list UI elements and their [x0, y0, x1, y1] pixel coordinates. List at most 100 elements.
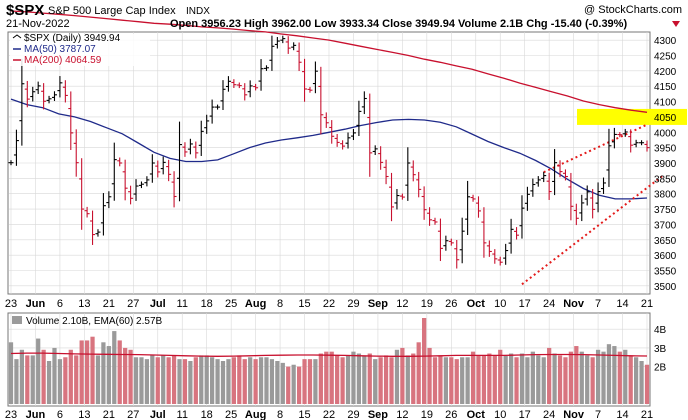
ohlc-bar: [590, 188, 596, 219]
volume-bar: [623, 349, 628, 404]
price-tick-label: 3800: [654, 190, 677, 201]
volume-bar: [25, 355, 30, 404]
volume-time-tick-label: Aug: [245, 409, 266, 420]
time-tick-label: Aug: [245, 298, 266, 310]
ohlc-bar: [51, 91, 57, 101]
ohlc-bar: [622, 128, 628, 137]
volume-time-tick-label: 21: [103, 409, 115, 420]
volume-bar: [155, 357, 160, 404]
time-tick-label: 7: [595, 298, 601, 310]
time-tick-label: Sep: [368, 298, 388, 310]
ohlc-legend-icon: [12, 34, 22, 39]
volume-bar: [536, 355, 541, 404]
ohlc-bar: [171, 171, 177, 208]
ohlc-bar: [443, 235, 449, 251]
volume-bar: [476, 355, 481, 404]
volume-bar: [253, 359, 258, 404]
volume-bar: [313, 359, 318, 404]
volume-bar: [199, 355, 204, 404]
ohlc-bar: [84, 206, 90, 218]
time-tick-label: Oct: [467, 298, 486, 310]
time-tick-label: Nov: [563, 298, 585, 310]
ohlc-bar: [454, 239, 460, 269]
volume-bar: [237, 355, 242, 404]
volume-time-tick-label: 19: [421, 409, 433, 420]
volume-bar: [302, 359, 307, 404]
ohlc-bar: [46, 95, 52, 104]
ohlc-bar: [95, 229, 101, 237]
volume-bar: [422, 318, 427, 404]
volume-bar: [177, 359, 182, 404]
volume-bar: [405, 355, 410, 404]
time-tick-label: 13: [78, 298, 90, 310]
volume-bar: [595, 349, 601, 404]
legend-ma200: MA(200) 4064.59: [24, 55, 102, 66]
volume-bar: [193, 357, 198, 404]
ohlc-bar: [475, 196, 481, 218]
volume-bar: [438, 355, 443, 404]
time-tick-label: 24: [543, 298, 555, 310]
time-tick-label: 21: [103, 298, 115, 310]
ohlc-bar: [100, 193, 106, 236]
ohlc-bar: [182, 142, 188, 157]
time-tick-label: 14: [616, 298, 628, 310]
volume-bar: [204, 355, 209, 404]
ohlc-bar: [62, 80, 68, 103]
ohlc-bar: [312, 61, 318, 94]
volume-bar: [95, 355, 101, 404]
volume-bar: [367, 353, 372, 404]
ohlc-bar: [334, 134, 340, 147]
volume-bar: [335, 355, 340, 404]
volume-bar: [133, 357, 139, 404]
ohlc-bar: [329, 120, 335, 144]
ohlc-bar: [285, 36, 291, 54]
volume-bar: [389, 357, 394, 404]
volume-bar: [432, 357, 438, 404]
volume-bar: [19, 349, 24, 404]
ohlc-bar: [57, 76, 63, 98]
time-tick-label: 17: [519, 298, 531, 310]
volume-bar: [400, 347, 405, 404]
ohlc-bar: [644, 140, 650, 152]
ohlc-bar: [340, 140, 346, 150]
ohlc-bar: [486, 240, 492, 257]
ohlc-bar: [481, 207, 487, 258]
ohlc-bar: [35, 81, 41, 94]
ohlc-bar: [541, 171, 547, 183]
time-tick-label: 26: [445, 298, 457, 310]
ohlc-bar: [568, 172, 574, 221]
price-tick-label: 3850: [654, 174, 677, 185]
ohlc-bar: [611, 127, 617, 149]
volume-bar: [525, 357, 530, 404]
ohlc-bar: [302, 58, 308, 102]
volume-bar: [84, 340, 90, 404]
ohlc-bar: [269, 35, 275, 71]
upper-trendline: [543, 123, 648, 174]
ohlc-bar: [41, 83, 47, 110]
time-tick-label: 10: [494, 298, 506, 310]
volume-time-tick-label: 14: [616, 409, 628, 420]
ohlc-bar: [492, 249, 498, 264]
ohlc-bar: [79, 158, 85, 230]
price-tick-label: 3900: [654, 159, 677, 170]
volume-bar: [519, 353, 525, 404]
ohlc-summary: Open 3956.23 High 3962.00 Low 3933.34 Cl…: [170, 18, 627, 30]
volume-bar: [628, 355, 633, 404]
ohlc-bar: [296, 42, 302, 72]
ohlc-bar: [584, 185, 590, 206]
volume-bar: [383, 355, 389, 404]
price-tick-label: 3600: [654, 251, 677, 262]
ohlc-bar: [19, 58, 25, 146]
ohlc-bar: [106, 191, 112, 209]
ohlc-bar: [144, 176, 150, 187]
volume-bar: [166, 357, 171, 404]
time-tick-label: 19: [421, 298, 433, 310]
volume-bar: [563, 357, 568, 404]
symbol: $SPX: [6, 2, 44, 19]
volume-bar: [590, 357, 595, 404]
volume-bar: [639, 361, 644, 404]
volume-bar: [215, 359, 220, 404]
legend-price: $SPX (Daily) 3949.94: [24, 33, 121, 44]
ohlc-bar: [530, 178, 536, 197]
volume-bar: [579, 351, 584, 404]
